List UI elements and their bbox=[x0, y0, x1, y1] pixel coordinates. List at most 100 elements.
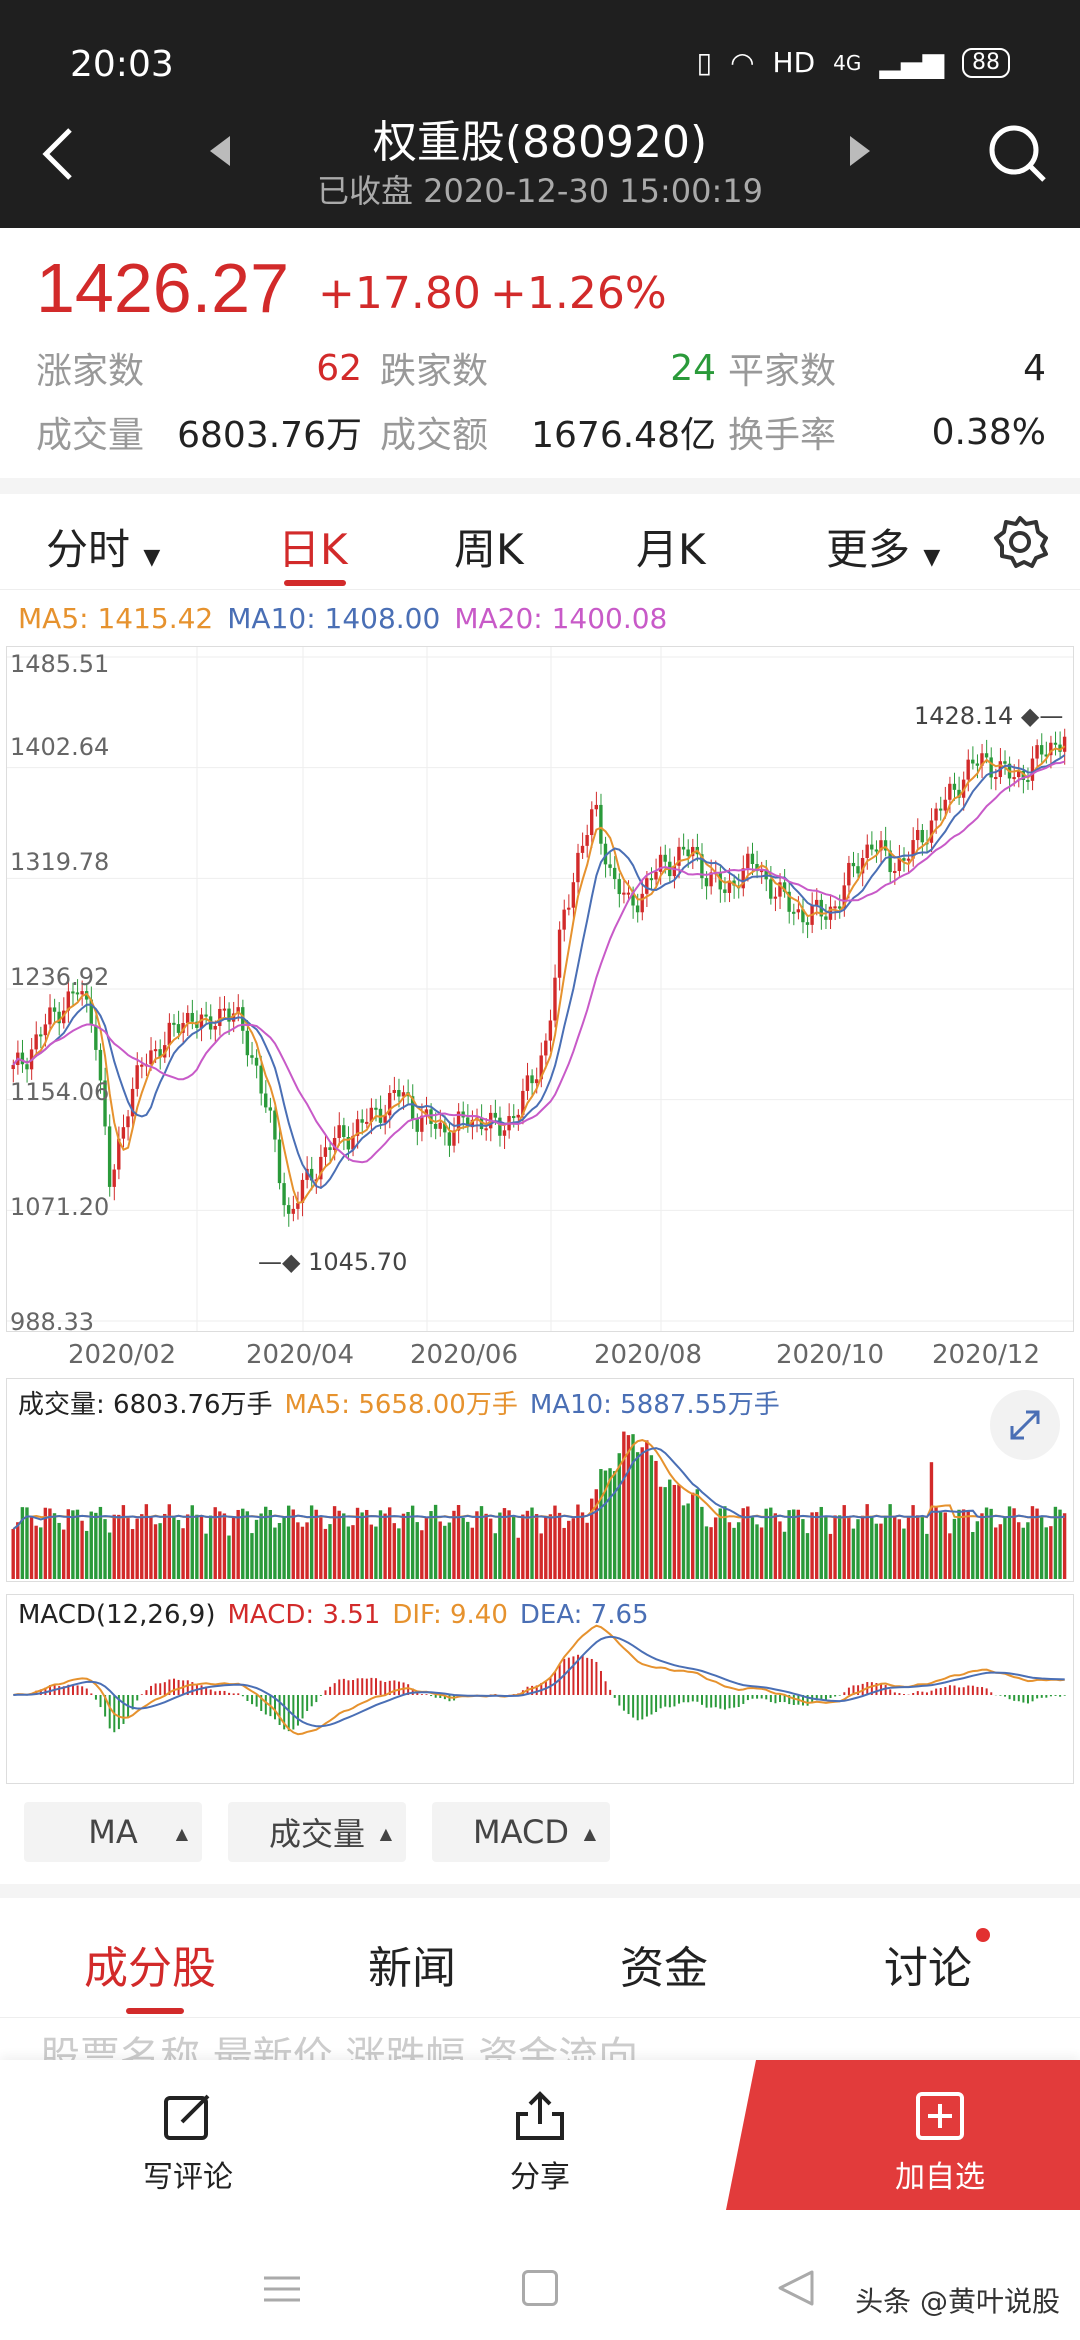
system-nav-bar: 头条 @黄叶说股 bbox=[0, 2236, 1080, 2340]
plus-box-icon bbox=[916, 2092, 964, 2140]
candle-body bbox=[658, 854, 663, 872]
candle-body bbox=[452, 1130, 456, 1146]
tab-news[interactable]: 新闻 bbox=[368, 1943, 456, 1994]
candle-body bbox=[801, 909, 805, 923]
candle-body bbox=[277, 1139, 282, 1184]
volume-bar bbox=[502, 1508, 507, 1579]
tab-daily-k[interactable]: 日K bbox=[278, 525, 348, 574]
stats-row: 成交量 6803.76万 成交额 1676.48亿 换手率 0.38% bbox=[36, 400, 1046, 464]
candle-body bbox=[516, 1114, 520, 1118]
volume-bar bbox=[805, 1533, 810, 1579]
volume-selector[interactable]: 成交量 ▲ bbox=[228, 1802, 406, 1862]
low-value: 1045.70 bbox=[308, 1248, 408, 1276]
tab-funds[interactable]: 资金 bbox=[620, 1943, 708, 1994]
comment-button[interactable]: 写评论 bbox=[88, 2090, 288, 2196]
volume-bar bbox=[681, 1505, 686, 1579]
stat-flat-count: 平家数 4 bbox=[728, 342, 1046, 394]
comment-label: 写评论 bbox=[143, 2160, 233, 2195]
volume-bar bbox=[718, 1508, 722, 1579]
candle-body bbox=[351, 1135, 355, 1150]
candle-body bbox=[539, 1055, 543, 1080]
candle-body bbox=[158, 1049, 162, 1058]
y-tick: 1071.20 bbox=[10, 1193, 110, 1221]
candle-body bbox=[580, 845, 585, 853]
ma-selector[interactable]: MA ▲ bbox=[24, 1802, 202, 1862]
volume-bar bbox=[713, 1517, 718, 1579]
stats-row: 涨家数 62 跌家数 24 平家数 4 bbox=[36, 336, 1046, 400]
add-watchlist-button[interactable] bbox=[726, 2060, 1080, 2210]
candle-body bbox=[755, 863, 759, 872]
candle-body bbox=[590, 809, 594, 836]
volume-bar bbox=[856, 1519, 860, 1579]
macd-params: MACD(12,26,9) bbox=[18, 1600, 216, 1630]
volume-bar bbox=[833, 1515, 837, 1579]
volume-bar bbox=[897, 1519, 902, 1579]
volume-bar bbox=[686, 1503, 690, 1579]
volume-legend: 成交量: 6803.76万手 MA5: 5658.00万手 MA10: 5887… bbox=[18, 1384, 780, 1421]
search-icon[interactable] bbox=[986, 122, 1050, 186]
tab-more[interactable]: 更多 ▼ bbox=[826, 516, 940, 577]
volume-bar bbox=[668, 1479, 672, 1579]
candle-body bbox=[594, 804, 598, 810]
candle-body bbox=[544, 1040, 548, 1056]
tab-weekly-k[interactable]: 周K bbox=[454, 525, 524, 574]
candle-body bbox=[493, 1112, 497, 1118]
candle-body bbox=[966, 759, 970, 780]
status-bar: 20:03 ▯ ◠ HD 4G ▂▄▆ 88 bbox=[0, 0, 1080, 120]
signal-icon: ▂▄▆ bbox=[879, 46, 944, 79]
candle-body bbox=[842, 885, 846, 909]
home-icon[interactable] bbox=[522, 2270, 558, 2306]
tab-fenshi[interactable]: 分时 ▼ bbox=[46, 516, 160, 577]
high-annotation: 1428.14 ◆— bbox=[914, 702, 1064, 730]
volume-bar bbox=[323, 1528, 328, 1579]
volume-bar bbox=[296, 1522, 300, 1579]
stat-label: 换手率 bbox=[728, 415, 837, 456]
next-stock-button[interactable] bbox=[848, 134, 872, 168]
volume-bar bbox=[410, 1505, 415, 1579]
macd-chart[interactable] bbox=[6, 1594, 1074, 1784]
candle-body bbox=[603, 843, 608, 865]
stat-value: 62 bbox=[316, 347, 362, 389]
candle-body bbox=[870, 844, 874, 850]
volume-bar bbox=[709, 1527, 713, 1579]
volume-bar bbox=[883, 1515, 888, 1579]
candle-body bbox=[429, 1109, 433, 1124]
candle-body bbox=[241, 1007, 245, 1031]
volume-bar bbox=[493, 1533, 497, 1579]
volume-chart[interactable] bbox=[6, 1378, 1074, 1582]
back-nav-icon[interactable] bbox=[776, 2268, 816, 2308]
candle-body bbox=[952, 783, 957, 790]
add-watchlist-label: 加自选 bbox=[895, 2160, 985, 2195]
quote-stats[interactable]: 涨家数 62 跌家数 24 平家数 4 成交量 6803.76万 成交额 1676.48亿… bbox=[36, 336, 1046, 464]
candle-body bbox=[332, 1137, 337, 1150]
candle-body bbox=[1049, 742, 1053, 756]
ma5-label: MA5: 1415.42 bbox=[18, 602, 214, 635]
add-watchlist-content[interactable]: 加自选 bbox=[840, 2090, 1040, 2196]
volume-bar bbox=[245, 1511, 250, 1579]
watermark: 头条 @黄叶说股 bbox=[855, 2285, 1060, 2318]
ma10-line bbox=[12, 754, 1066, 1190]
back-button[interactable] bbox=[40, 124, 76, 184]
volume-bar bbox=[25, 1507, 29, 1579]
tab-discussion[interactable]: 讨论 bbox=[884, 1943, 972, 1994]
candle-body bbox=[911, 840, 915, 859]
volume-bar bbox=[622, 1431, 626, 1579]
network-label: HD bbox=[772, 46, 816, 79]
menu-icon[interactable] bbox=[262, 2274, 302, 2304]
expand-icon[interactable] bbox=[990, 1390, 1060, 1460]
candle-body bbox=[599, 804, 603, 844]
ma20-label: MA20: 1400.08 bbox=[454, 602, 668, 635]
share-button[interactable]: 分享 bbox=[440, 2090, 640, 2196]
volume-bar bbox=[1053, 1506, 1058, 1579]
volume-bar bbox=[746, 1506, 750, 1579]
tab-monthly-k[interactable]: 月K bbox=[636, 525, 706, 574]
volume-bar bbox=[121, 1505, 126, 1579]
volume-svg bbox=[11, 1431, 1067, 1579]
prev-stock-button[interactable] bbox=[208, 134, 232, 168]
volume-bar bbox=[300, 1526, 305, 1579]
macd-selector[interactable]: MACD ▲ bbox=[432, 1802, 610, 1862]
gear-icon[interactable] bbox=[990, 512, 1050, 572]
macd-legend: MACD(12,26,9) MACD: 3.51 DIF: 9.40 DEA: … bbox=[18, 1600, 649, 1630]
tab-constituents[interactable]: 成分股 bbox=[84, 1943, 216, 1994]
kline-chart[interactable] bbox=[6, 646, 1074, 1332]
